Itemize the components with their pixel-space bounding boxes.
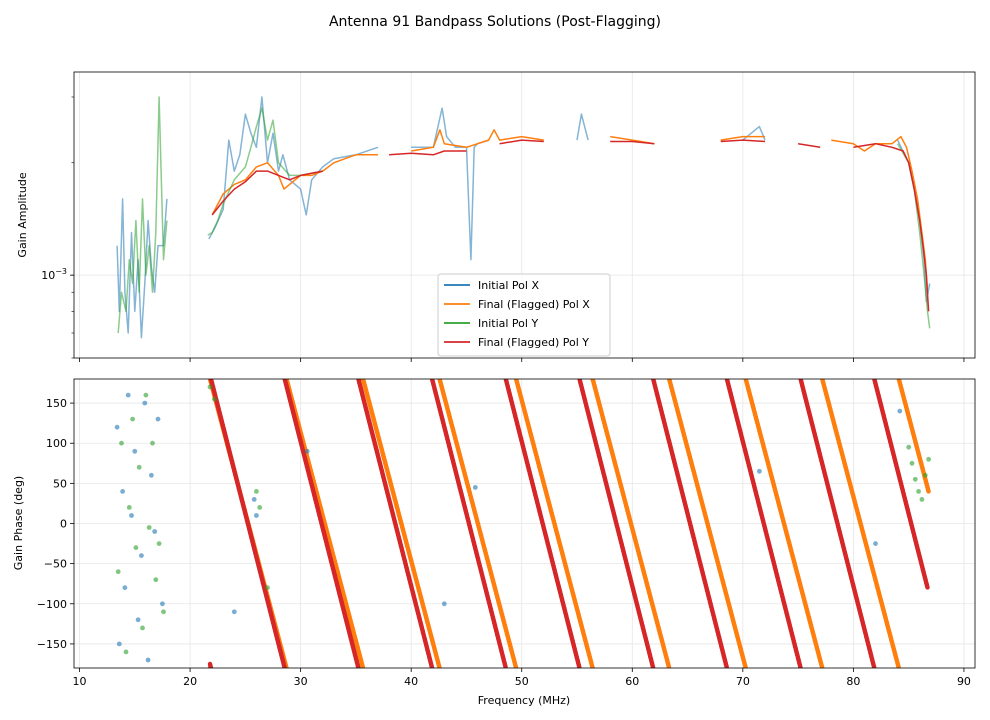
chart-title: Antenna 91 Bandpass Solutions (Post-Flag… bbox=[329, 14, 661, 30]
amplitude-y-ticks: 10−3 bbox=[41, 96, 74, 359]
phase-grid bbox=[74, 379, 975, 668]
phase-point bbox=[926, 489, 931, 494]
phase-point bbox=[437, 665, 442, 668]
phase-point bbox=[577, 665, 582, 668]
phase-point bbox=[503, 665, 508, 668]
phase-point bbox=[590, 665, 595, 668]
legend-label-initial-pol-y: Initial Pol Y bbox=[478, 317, 538, 330]
phase-point bbox=[820, 665, 825, 668]
phase-point bbox=[666, 665, 672, 668]
legend-label-final-pol-x: Final (Flagged) Pol X bbox=[478, 298, 590, 311]
amplitude-x-ticks bbox=[79, 358, 965, 362]
phase-point bbox=[208, 665, 214, 668]
legend: Initial Pol X Final (Flagged) Pol X Init… bbox=[437, 273, 611, 357]
phase-point bbox=[356, 665, 361, 668]
amp-line-final-flagged-pol-x bbox=[211, 129, 929, 293]
phase-series bbox=[114, 379, 931, 668]
phase-point bbox=[896, 665, 901, 668]
amplitude-ylabel: Gain Amplitude bbox=[16, 172, 29, 257]
amplitude-frame bbox=[73, 71, 976, 359]
legend-label-initial-pol-x: Initial Pol X bbox=[478, 279, 539, 292]
phase-point bbox=[360, 665, 366, 668]
legend-label-final-pol-y: Final (Flagged) Pol Y bbox=[478, 336, 589, 349]
phase-point bbox=[282, 665, 287, 668]
amp-ytick-label: 10−3 bbox=[41, 267, 67, 282]
amplitude-series bbox=[116, 96, 931, 339]
legend-box bbox=[437, 273, 611, 357]
amp-line-final-flagged-pol-y bbox=[211, 139, 930, 312]
phase-point bbox=[743, 665, 748, 668]
amp-line-initial-pol-x bbox=[116, 96, 931, 339]
phase-point bbox=[513, 665, 519, 668]
amplitude-panel: 10−3 Gain Amplitude Initial Pol X Final … bbox=[16, 71, 976, 362]
phase-point bbox=[429, 665, 435, 668]
phase-points-final-y bbox=[207, 379, 930, 668]
